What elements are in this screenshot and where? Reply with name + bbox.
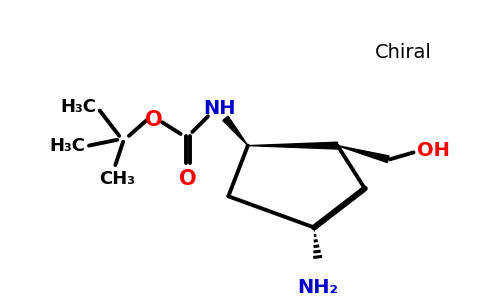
Text: NH: NH [203,99,236,118]
Text: H₃C: H₃C [60,98,96,116]
Text: O: O [179,169,196,189]
Polygon shape [248,142,337,149]
Text: O: O [146,110,163,130]
Text: CH₃: CH₃ [99,170,135,188]
Text: Chiral: Chiral [375,43,432,61]
Polygon shape [223,116,248,146]
Text: NH₂: NH₂ [298,278,338,297]
Text: H₃C: H₃C [49,136,86,154]
Polygon shape [337,146,389,163]
Text: OH: OH [417,141,450,160]
